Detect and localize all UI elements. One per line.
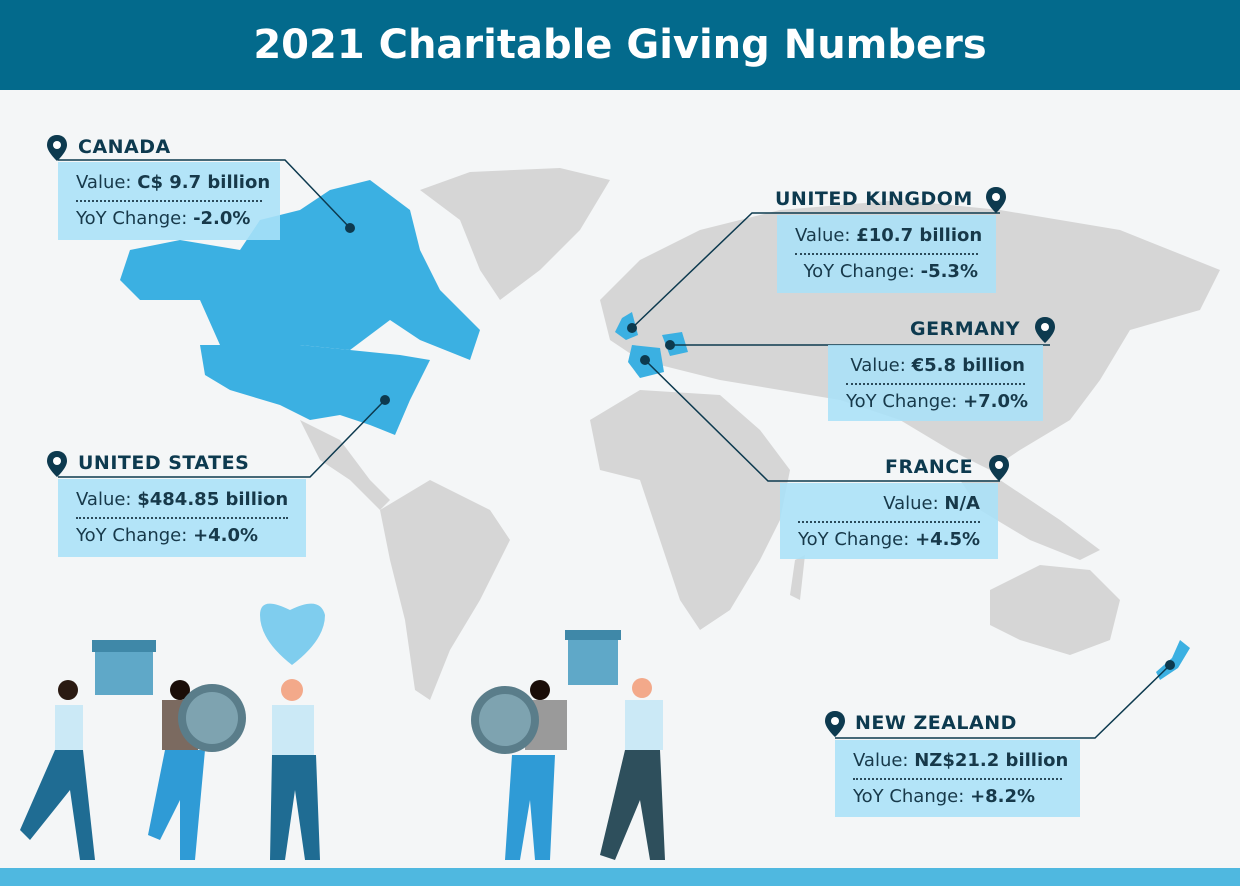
south-america [380,480,510,700]
stats-box: Value: £10.7 billion YoY Change: -5.3% [777,215,996,293]
page-title: 2021 Charitable Giving Numbers [253,22,987,68]
value: N/A [944,493,980,514]
value: £10.7 billion [856,225,983,246]
location-pin-icon [47,135,67,161]
stats-box: Value: $484.85 billion YoY Change: +4.0% [58,479,306,557]
location-pin-icon [825,711,845,737]
greenland [420,168,610,300]
madagascar [790,555,805,600]
country-name: CANADA [78,136,171,158]
location-dots [345,223,1175,670]
central-america [300,420,390,510]
people-illustration [20,603,665,860]
country-name: UNITED KINGDOM [775,188,973,210]
bottom-strip [0,868,1240,886]
uk-shape [615,312,638,340]
title-bar: 2021 Charitable Giving Numbers [0,0,1240,90]
value: €5.8 billion [911,355,1025,376]
yoy-change: +4.5% [915,529,981,550]
canada-shape [120,180,480,360]
land-masses [300,168,1220,700]
germany-shape [662,332,688,356]
location-pin-icon [1035,317,1055,343]
yoy-change: +4.0% [193,525,259,546]
country-name: GERMANY [910,318,1020,340]
location-pin-icon [47,451,67,477]
yoy-change: -2.0% [193,208,251,229]
yoy-change: +7.0% [963,391,1029,412]
africa [590,390,790,630]
usa-shape [200,345,430,435]
value: $484.85 billion [137,489,289,510]
yoy-change: +8.2% [970,786,1036,807]
country-name: FRANCE [885,456,974,478]
country-name: NEW ZEALAND [855,712,1017,734]
country-name: UNITED STATES [78,452,250,474]
location-pin-icon [986,187,1006,213]
stats-box: Value: NZ$21.2 billion YoY Change: +8.2% [835,740,1080,817]
value: C$ 9.7 billion [137,172,271,193]
world-map [20,159,1220,860]
stats-box: Value: N/A YoY Change: +4.5% [780,483,998,559]
value: NZ$21.2 billion [914,750,1069,771]
stats-box: Value: C$ 9.7 billion YoY Change: -2.0% [58,162,280,240]
stats-box: Value: €5.8 billion YoY Change: +7.0% [828,345,1043,421]
eurasia [600,200,1220,470]
location-pin-icon [989,455,1009,481]
yoy-change: -5.3% [920,261,978,282]
australia [990,565,1120,655]
